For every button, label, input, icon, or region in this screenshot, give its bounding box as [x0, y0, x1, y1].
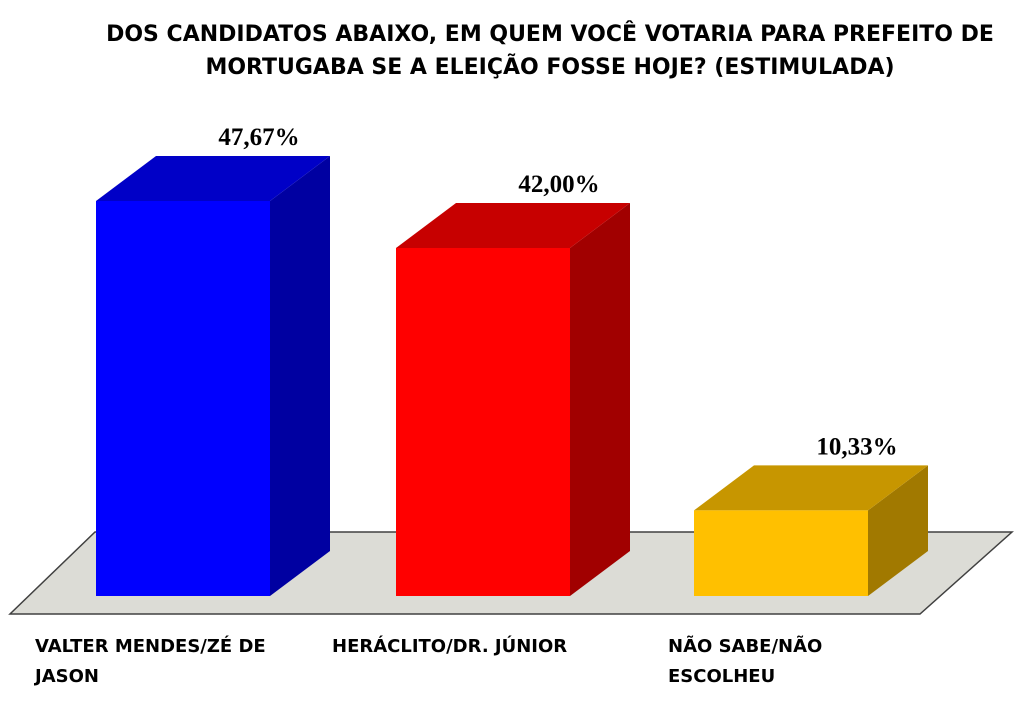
bar-top	[694, 465, 928, 511]
bar-side	[570, 202, 630, 597]
chart-title: DOS CANDIDATOS ABAIXO, EM QUEM VOCÊ VOTA…	[106, 22, 994, 80]
bar-front	[694, 510, 868, 596]
bar	[694, 465, 928, 596]
bar-side	[868, 465, 928, 596]
value-label: 47,67%	[218, 124, 299, 151]
x-tick-label: VALTER MENDES/ZÉ DE JASON	[35, 636, 266, 687]
bar-side	[270, 156, 330, 596]
bar	[396, 202, 630, 597]
x-tick-label: NÃO SABE/NÃO ESCOLHEU	[668, 636, 823, 687]
bar-front	[96, 201, 270, 596]
bar-front	[396, 247, 570, 597]
x-tick-label: HERÁCLITO/DR. JÚNIOR	[332, 636, 568, 657]
value-label: 10,33%	[816, 433, 897, 460]
value-label: 42,00%	[518, 171, 599, 198]
bar	[96, 156, 330, 596]
bar-top	[96, 156, 330, 201]
bar-top	[396, 202, 630, 248]
